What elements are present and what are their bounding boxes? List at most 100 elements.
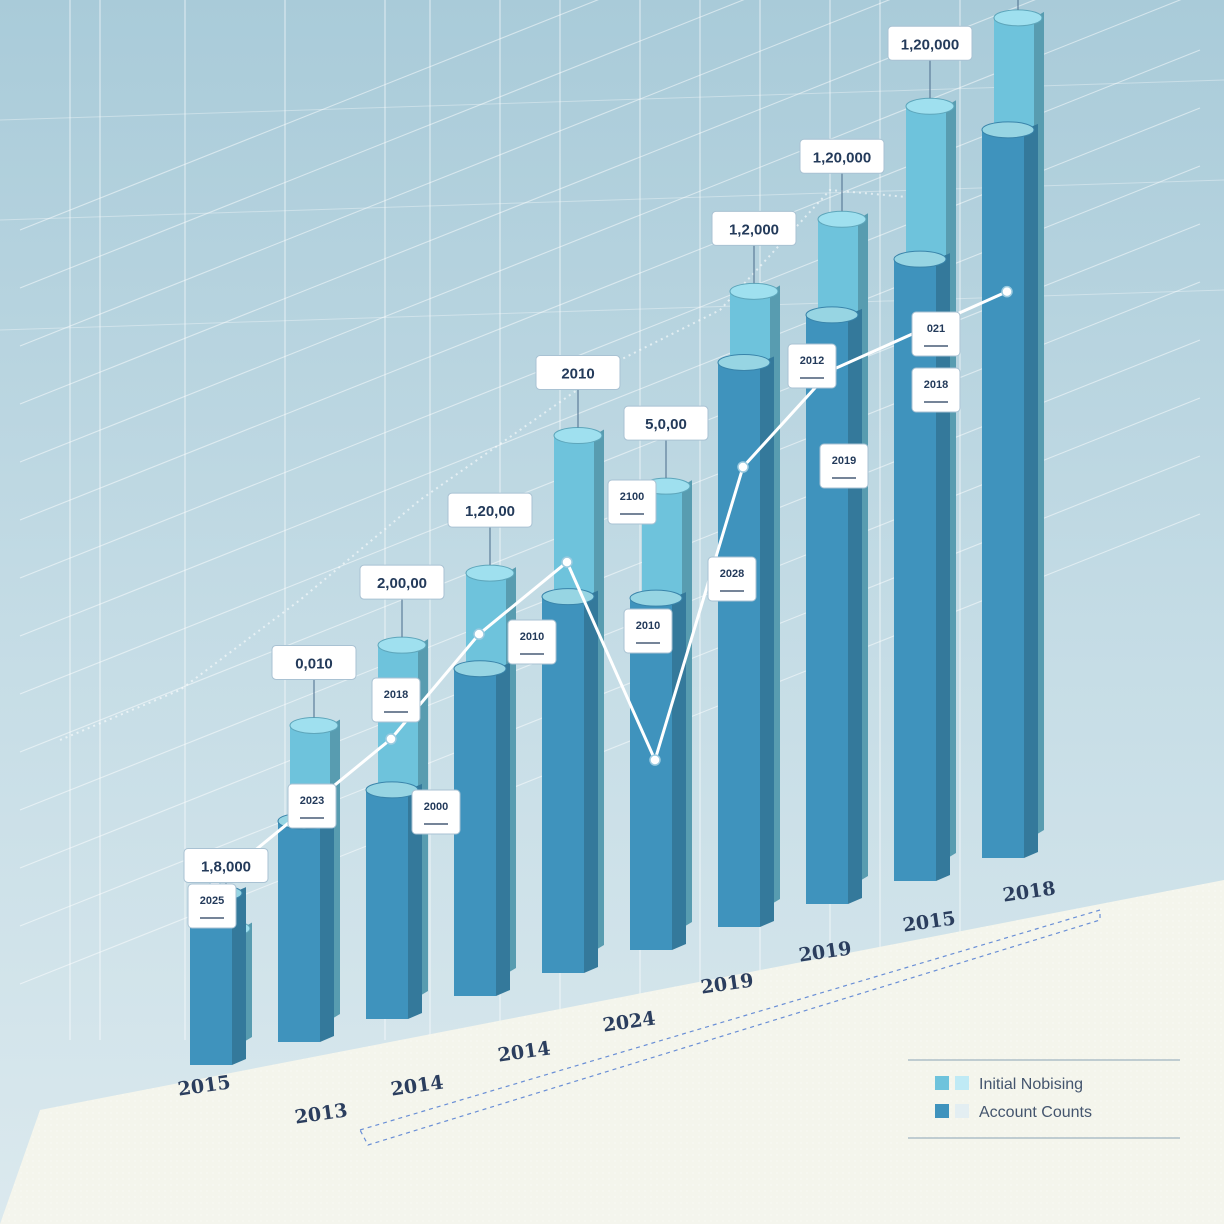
value-callouts: 1,8,000 0,010 2,00,00 1,20,00 2010 5,0,00 1,2,… bbox=[183, 0, 1019, 929]
trend-point bbox=[1001, 285, 1013, 298]
secondary-callout-box bbox=[411, 789, 461, 835]
secondary-callout-box bbox=[911, 367, 961, 413]
legend-label: Initial Nobising bbox=[979, 1076, 1083, 1093]
bar-dark-front bbox=[278, 821, 320, 1042]
bar-dark bbox=[453, 660, 510, 996]
secondary-callout-box bbox=[819, 443, 869, 489]
callout-value: 1,8,000 bbox=[201, 858, 251, 875]
secondary-callout: 2023 bbox=[287, 783, 337, 829]
secondary-callout-value: 2018 bbox=[924, 379, 948, 391]
bar-dark-side bbox=[848, 308, 862, 905]
legend-swatch-secondary bbox=[955, 1076, 969, 1090]
bar-dark-cap bbox=[805, 306, 859, 324]
callout-value: 1,20,00 bbox=[465, 503, 515, 520]
secondary-callout-box bbox=[371, 677, 421, 723]
x-tick-label: 2015 bbox=[901, 907, 956, 936]
bar-dark-cap bbox=[453, 660, 507, 678]
value-callout: 2011 bbox=[1017, 0, 1019, 10]
bar-dark-side bbox=[760, 356, 774, 927]
secondary-callout: 021 bbox=[911, 311, 961, 357]
secondary-callout-value: 2019 bbox=[832, 455, 856, 467]
secondary-callout-value: 2010 bbox=[636, 620, 660, 632]
secondary-callout-value: 2023 bbox=[300, 795, 324, 807]
value-callout: 1,20,000 bbox=[799, 138, 885, 212]
callout-box bbox=[887, 25, 973, 61]
grid-line-diagonal bbox=[19, 0, 599, 231]
callout-box bbox=[623, 405, 709, 441]
secondary-callout-box bbox=[623, 608, 673, 654]
bar-dark-side bbox=[232, 887, 246, 1065]
legend-swatch bbox=[935, 1076, 949, 1090]
secondary-callout-value: 2100 bbox=[620, 491, 644, 503]
callout-box bbox=[447, 492, 533, 528]
bar-light-cap bbox=[817, 210, 867, 228]
value-callout: 2010 bbox=[535, 355, 621, 428]
secondary-callout: 2100 bbox=[607, 479, 657, 525]
x-tick-label: 2018 bbox=[1001, 877, 1056, 906]
secondary-callout-value: 2010 bbox=[520, 631, 544, 643]
callout-value: 0,010 bbox=[295, 655, 333, 672]
grid-line-diagonal bbox=[19, 0, 745, 289]
callout-value: 5,0,00 bbox=[645, 416, 687, 433]
trend-point bbox=[737, 461, 749, 473]
trend-point bbox=[385, 733, 397, 745]
legend: Initial Nobising Account Counts bbox=[908, 1059, 1180, 1139]
bar-dark-side bbox=[1024, 123, 1038, 859]
secondary-callout: 2010 bbox=[507, 619, 557, 665]
bar-dark-cap bbox=[981, 121, 1035, 139]
callout-box bbox=[711, 210, 797, 246]
bar-light-cap bbox=[905, 97, 955, 115]
bar-dark-side bbox=[496, 662, 510, 996]
secondary-callout: 2025 bbox=[187, 883, 237, 929]
grid-line-diagonal bbox=[19, 0, 891, 347]
bar-dark bbox=[981, 121, 1038, 859]
bar-dark-side bbox=[320, 815, 334, 1042]
value-callout: 1,2,000 bbox=[711, 210, 797, 284]
secondary-callout-value: 2028 bbox=[720, 568, 744, 580]
secondary-callout-value: 2012 bbox=[800, 355, 824, 367]
bar-dark-side bbox=[672, 592, 686, 950]
secondary-callout-value: 021 bbox=[927, 323, 945, 335]
bar-dark-front bbox=[894, 259, 936, 881]
value-callout: 1,20,00 bbox=[447, 492, 533, 566]
bar-dark-cap bbox=[717, 353, 771, 371]
bar-light-cap bbox=[465, 564, 515, 582]
secondary-callout-box bbox=[187, 883, 237, 929]
secondary-callout-box bbox=[787, 343, 837, 389]
bar-dark-cap bbox=[365, 781, 419, 799]
bar-dark-front bbox=[806, 314, 848, 905]
secondary-callout: 2000 bbox=[411, 789, 461, 835]
trend-point bbox=[473, 628, 485, 640]
callout-box bbox=[799, 138, 885, 174]
callout-value: 2,00,00 bbox=[377, 575, 427, 592]
secondary-callout-value: 2000 bbox=[424, 801, 448, 813]
bar-dark-cap bbox=[629, 589, 683, 607]
secondary-callout: 2012 bbox=[787, 343, 837, 389]
bar-dark-side bbox=[584, 590, 598, 973]
secondary-callout: 2028 bbox=[707, 556, 757, 602]
legend-swatch bbox=[935, 1104, 949, 1118]
secondary-callout: 2018 bbox=[371, 677, 421, 723]
callout-value: 1,20,000 bbox=[813, 149, 871, 166]
bar-dark-cap bbox=[893, 250, 947, 268]
callout-box bbox=[271, 644, 357, 680]
bar-dark-front bbox=[366, 789, 408, 1019]
secondary-callout: 2010 bbox=[623, 608, 673, 654]
value-callout: 1,20,000 bbox=[887, 25, 973, 99]
callout-box bbox=[359, 564, 445, 600]
bar-dark bbox=[717, 353, 774, 927]
value-callout: 2,00,00 bbox=[359, 564, 445, 638]
secondary-callout-box bbox=[507, 619, 557, 665]
secondary-callout-value: 2018 bbox=[384, 689, 408, 701]
secondary-callout-box bbox=[607, 479, 657, 525]
bar-dark-front bbox=[718, 362, 760, 927]
bar-dark-front bbox=[454, 668, 496, 996]
bar-dark bbox=[277, 812, 334, 1042]
callout-value: 2010 bbox=[561, 366, 594, 383]
trend-point bbox=[561, 556, 573, 568]
value-callout: 0,010 bbox=[271, 644, 357, 718]
bars bbox=[189, 9, 1044, 1065]
secondary-callout: 2018 bbox=[911, 367, 961, 413]
bar-dark bbox=[629, 589, 686, 950]
